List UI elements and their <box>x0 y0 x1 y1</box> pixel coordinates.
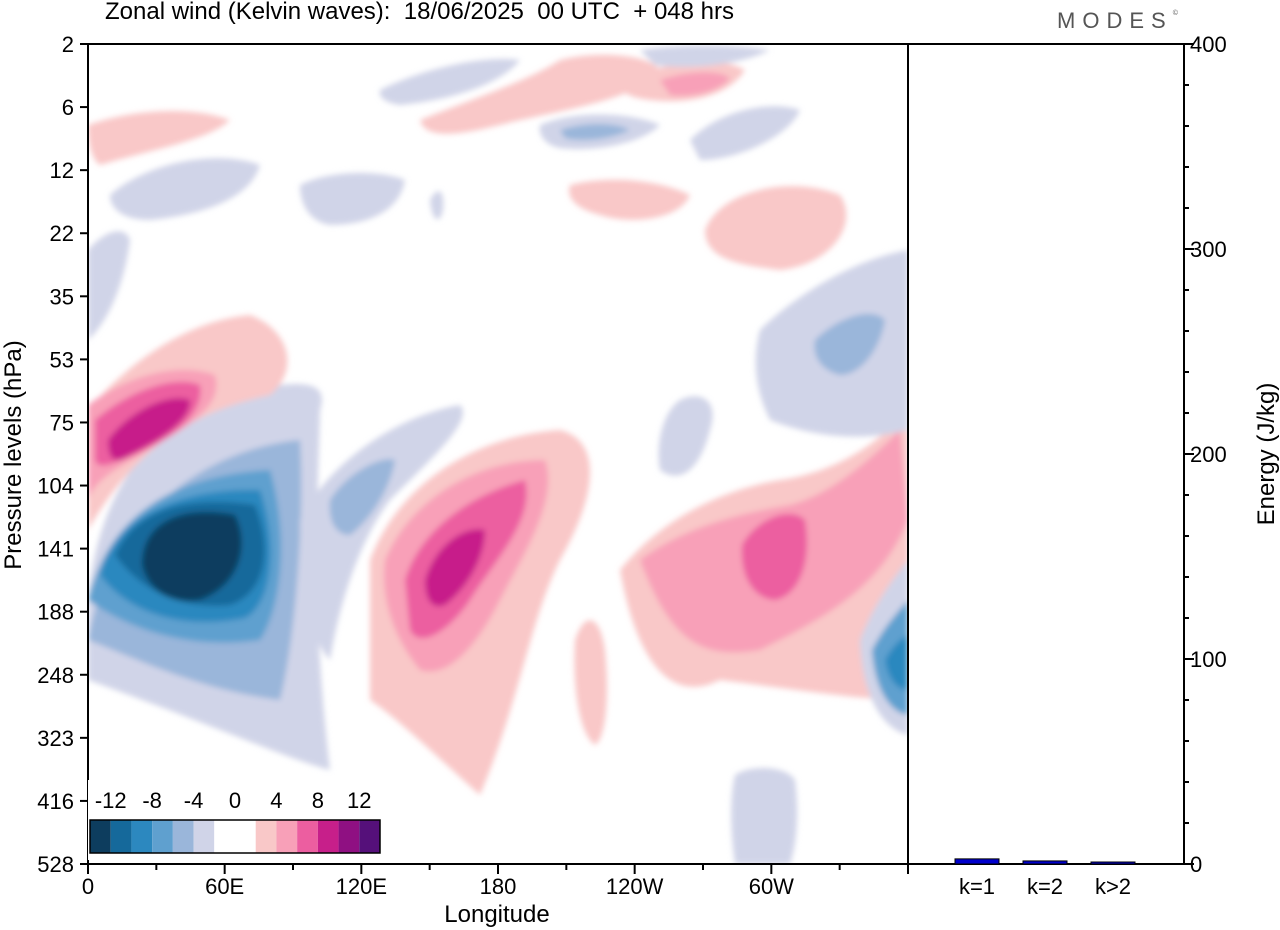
colorbar-label: 8 <box>312 788 324 813</box>
y-tick-label: 104 <box>37 474 74 499</box>
y-tick-label: 2 <box>62 32 74 57</box>
energy-category-label: k>2 <box>1095 874 1131 899</box>
contour-region <box>108 398 191 460</box>
contour-region <box>110 158 260 220</box>
y-tick-label: 141 <box>37 537 74 562</box>
colorbar-label: 0 <box>229 788 241 813</box>
energy-axis-title: Energy (J/kg) <box>1253 383 1280 526</box>
energy-axis: 0 100 200 300 400 <box>1184 32 1227 877</box>
colorbar: -12 -8 -4 0 4 8 12 <box>88 780 384 860</box>
colorbar-swatch <box>235 820 256 853</box>
y-tick-label: 53 <box>50 347 74 372</box>
colorbar-label: 4 <box>270 788 282 813</box>
x-axis: 0 60E 120E 180 120W 60W <box>82 864 909 899</box>
colorbar-swatch <box>359 820 380 853</box>
contour-region <box>705 186 847 270</box>
contour-region <box>640 45 770 67</box>
energy-tick-label: 300 <box>1190 237 1227 262</box>
y-tick-label: 12 <box>50 158 74 183</box>
y-tick-label: 188 <box>37 600 74 625</box>
contour-region <box>430 191 444 220</box>
colorbar-swatch <box>276 820 298 853</box>
contour-region <box>425 529 485 607</box>
colorbar-swatch <box>110 820 132 853</box>
energy-panel-frame <box>907 43 1185 865</box>
colorbar-swatch <box>131 820 153 853</box>
contour-region <box>379 59 520 105</box>
energy-tick-label: 200 <box>1190 442 1227 467</box>
colorbar-frame <box>89 819 381 854</box>
y-tick-label: 22 <box>50 221 74 246</box>
contour-region <box>329 459 395 535</box>
contour-region <box>569 179 690 220</box>
y-tick-label: 528 <box>37 852 74 877</box>
colorbar-swatch <box>297 820 318 853</box>
x-tick-label: 180 <box>480 874 517 899</box>
contour-region <box>660 72 730 96</box>
colorbar-swatch <box>338 820 360 853</box>
colorbar-swatch <box>152 820 173 853</box>
contour-region <box>731 768 798 864</box>
contour-region <box>560 124 630 140</box>
contour-region <box>690 106 800 160</box>
contour-field <box>88 45 908 864</box>
contour-region <box>420 54 660 134</box>
energy-bars: k=1 k=2 k>2 <box>954 858 1136 899</box>
energy-category-label: k=1 <box>959 874 995 899</box>
y-tick-label: 35 <box>50 284 74 309</box>
contour-region <box>300 405 463 660</box>
contour-region <box>88 110 230 165</box>
x-tick-label: 60W <box>749 874 794 899</box>
y-axis-title: Pressure levels (hPa) <box>0 340 27 569</box>
x-tick-label: 120E <box>336 874 387 899</box>
energy-bar <box>954 858 1000 865</box>
colorbar-label: 12 <box>347 788 371 813</box>
colorbar-swatch <box>193 820 215 853</box>
contour-region <box>142 512 242 601</box>
brand-text: MODES <box>1057 8 1173 33</box>
energy-tick-label: 100 <box>1190 647 1227 672</box>
contour-region <box>574 620 607 745</box>
colorbar-label: -4 <box>184 788 204 813</box>
x-axis-title: Longitude <box>444 901 549 928</box>
x-tick-label: 0 <box>82 874 94 899</box>
colorbar-swatch <box>172 820 194 853</box>
contour-region <box>88 231 130 340</box>
y-tick-label: 6 <box>62 95 74 120</box>
y-axis: 2 6 12 22 35 53 75 104 141 188 248 323 416 528 <box>37 32 88 877</box>
colorbar-swatch <box>317 820 339 853</box>
contour-region <box>300 173 405 225</box>
colorbar-swatch <box>214 820 235 853</box>
colorbar-swatch <box>90 820 111 853</box>
energy-bar <box>1090 861 1136 865</box>
chart-title: Zonal wind (Kelvin waves): 18/06/2025 00… <box>105 0 734 25</box>
copyright-mark: © <box>1172 10 1178 17</box>
energy-bar <box>1022 860 1068 865</box>
y-tick-label: 248 <box>37 663 74 688</box>
y-tick-label: 416 <box>37 789 74 814</box>
x-tick-label: 120W <box>606 874 664 899</box>
colorbar-label: -12 <box>95 788 127 813</box>
colorbar-swatch <box>255 820 277 853</box>
contour-region <box>741 514 807 600</box>
x-tick-label: 60E <box>205 874 244 899</box>
energy-category-label: k=2 <box>1027 874 1063 899</box>
y-tick-label: 323 <box>37 726 74 751</box>
energy-tick-label: 0 <box>1190 852 1202 877</box>
contour-region <box>658 396 713 476</box>
contour-region <box>885 635 908 690</box>
contour-region <box>814 313 885 375</box>
y-tick-label: 75 <box>50 410 74 435</box>
modes-logo: MODES© <box>1057 8 1178 34</box>
colorbar-label: -8 <box>142 788 162 813</box>
energy-tick-label: 400 <box>1190 32 1227 57</box>
